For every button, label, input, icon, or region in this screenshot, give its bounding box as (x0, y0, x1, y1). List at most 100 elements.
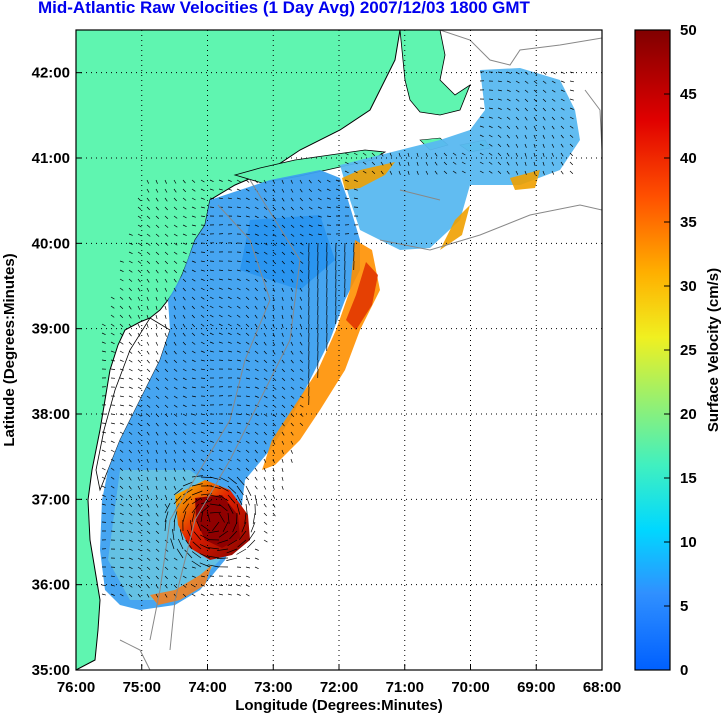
velocity-arrow (209, 269, 214, 272)
velocity-arrow (245, 224, 250, 227)
velocity-arrow (137, 287, 141, 292)
velocity-arrow (290, 197, 294, 202)
velocity-arrow (101, 350, 106, 353)
velocity-arrow (281, 476, 284, 481)
velocity-arrow (110, 512, 115, 515)
velocity-arrow (299, 278, 303, 283)
velocity-arrow (164, 449, 167, 454)
velocity-arrow (209, 323, 214, 327)
velocity-arrow (137, 224, 142, 228)
velocity-arrow (173, 242, 178, 246)
velocity-arrow (155, 179, 158, 184)
velocity-arrow (155, 314, 158, 319)
velocity-arrow (164, 395, 169, 399)
velocity-arrow (119, 530, 124, 533)
velocity-arrow (146, 485, 149, 490)
velocity-arrow (515, 80, 520, 84)
velocity-arrow (164, 341, 168, 346)
velocity-arrow (245, 503, 248, 515)
velocity-arrow (119, 287, 124, 291)
velocity-arrow (155, 359, 159, 364)
velocity-arrow (191, 458, 196, 463)
velocity-arrow (281, 440, 285, 445)
velocity-arrow (524, 170, 527, 175)
velocity-arrow (272, 395, 277, 399)
velocity-arrow (110, 440, 115, 444)
velocity-arrow (533, 134, 536, 139)
velocity-arrow (182, 395, 187, 398)
velocity-arrow (101, 512, 106, 515)
velocity-arrow (488, 134, 493, 138)
velocity-arrow (281, 377, 286, 381)
velocity-arrow (569, 161, 574, 166)
velocity-arrow (263, 350, 267, 355)
velocity-arrow (218, 278, 223, 281)
velocity-arrow (272, 305, 275, 310)
velocity-arrow (272, 296, 275, 301)
velocity-arrow (353, 161, 358, 165)
velocity-arrow (263, 269, 268, 274)
velocity-arrow (290, 215, 295, 219)
velocity-arrow (164, 296, 167, 301)
velocity-arrow (389, 152, 393, 157)
velocity-arrow (290, 368, 295, 373)
velocity-arrow (344, 188, 349, 191)
velocity-arrow (232, 521, 238, 533)
velocity-arrow (263, 242, 268, 246)
velocity-arrow (236, 188, 241, 191)
velocity-arrow (146, 449, 149, 454)
velocity-arrow (272, 233, 277, 237)
velocity-arrow (488, 152, 493, 156)
velocity-arrow (263, 314, 267, 319)
velocity-arrow (227, 449, 232, 453)
velocity-arrow (110, 314, 115, 318)
velocity-arrow (236, 485, 244, 496)
velocity-arrow (497, 107, 502, 110)
velocity-arrow (155, 557, 160, 561)
velocity-arrow (290, 341, 294, 346)
velocity-arrow (146, 440, 150, 445)
velocity-arrow (407, 170, 410, 175)
velocity-arrow (155, 566, 160, 571)
velocity-arrow (209, 206, 215, 208)
velocity-arrow (272, 512, 276, 517)
velocity-arrow (209, 494, 221, 498)
velocity-arrow (128, 512, 133, 516)
y-tick-label: 36:00 (32, 577, 70, 594)
velocity-arrow (380, 170, 384, 175)
velocity-arrow (218, 494, 229, 502)
velocity-arrow (128, 242, 133, 245)
velocity-arrow (569, 152, 574, 157)
velocity-arrow (506, 80, 511, 83)
velocity-arrow (479, 125, 484, 128)
velocity-arrow (146, 314, 149, 319)
velocity-arrow (128, 404, 133, 407)
velocity-arrow (245, 251, 250, 254)
velocity-arrow (524, 107, 528, 112)
velocity-arrow (173, 206, 178, 210)
colorbar-tick-label: 5 (680, 598, 688, 615)
velocity-arrow (245, 296, 250, 300)
velocity-arrow (101, 503, 106, 506)
velocity-arrow (182, 332, 186, 337)
velocity-arrow (191, 206, 196, 209)
velocity-arrow (173, 575, 178, 579)
velocity-arrow (227, 278, 232, 281)
velocity-arrow (200, 524, 211, 532)
velocity-arrow (137, 305, 141, 310)
velocity-arrow (155, 404, 160, 408)
velocity-arrow (425, 161, 428, 166)
y-tick-label: 37:00 (32, 491, 70, 508)
velocity-arrow (308, 233, 313, 236)
velocity-arrow (191, 224, 196, 227)
velocity-arrow (155, 350, 159, 355)
velocity-arrow (227, 305, 232, 309)
velocity-arrow (524, 152, 527, 157)
velocity-arrow (254, 377, 259, 380)
velocity-arrow (272, 206, 276, 211)
velocity-arrow (353, 179, 358, 182)
velocity-arrow (218, 188, 223, 191)
velocity-arrow (191, 440, 196, 444)
velocity-arrow (155, 440, 159, 445)
velocity-arrow (173, 413, 178, 417)
